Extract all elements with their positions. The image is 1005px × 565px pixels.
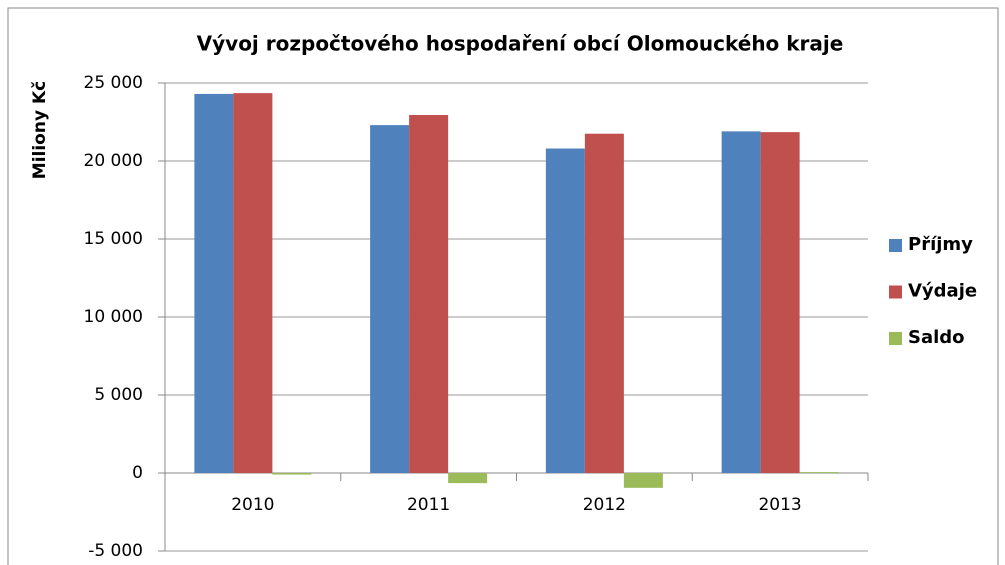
- y-tick-label: 5 000: [94, 385, 143, 405]
- x-tick-label: 2012: [583, 495, 626, 515]
- bar: [799, 472, 839, 473]
- bar: [721, 131, 761, 474]
- legend-label: Výdaje: [908, 281, 977, 302]
- y-axis-label: Miliony Kč: [30, 81, 50, 179]
- legend-label: Saldo: [908, 327, 965, 348]
- bar: [272, 473, 312, 475]
- chart-title: Vývoj rozpočtového hospodaření obcí Olom…: [197, 32, 844, 56]
- bar: [370, 125, 410, 474]
- bar: [623, 473, 663, 488]
- bar: [584, 133, 624, 473]
- bar: [409, 114, 449, 473]
- legend-label: Příjmy: [908, 234, 973, 255]
- bar: [194, 93, 234, 474]
- x-tick-label: 2010: [231, 495, 274, 515]
- y-tick-label: 15 000: [84, 229, 143, 249]
- bar: [448, 473, 488, 484]
- y-tick-label: -5 000: [88, 541, 143, 561]
- x-tick-label: 2011: [407, 495, 450, 515]
- bar: [233, 93, 273, 473]
- legend-swatch: [889, 239, 902, 252]
- x-tick-label: 2013: [758, 495, 801, 515]
- y-tick-label: 25 000: [84, 73, 143, 93]
- chart-frame: [7, 7, 999, 565]
- legend-swatch: [889, 332, 902, 345]
- y-tick-label: 10 000: [84, 307, 143, 327]
- legend-swatch: [889, 285, 902, 299]
- bar: [545, 148, 585, 473]
- y-tick-label: 20 000: [84, 151, 143, 171]
- y-tick-label: 0: [132, 463, 143, 483]
- bar: [760, 132, 800, 473]
